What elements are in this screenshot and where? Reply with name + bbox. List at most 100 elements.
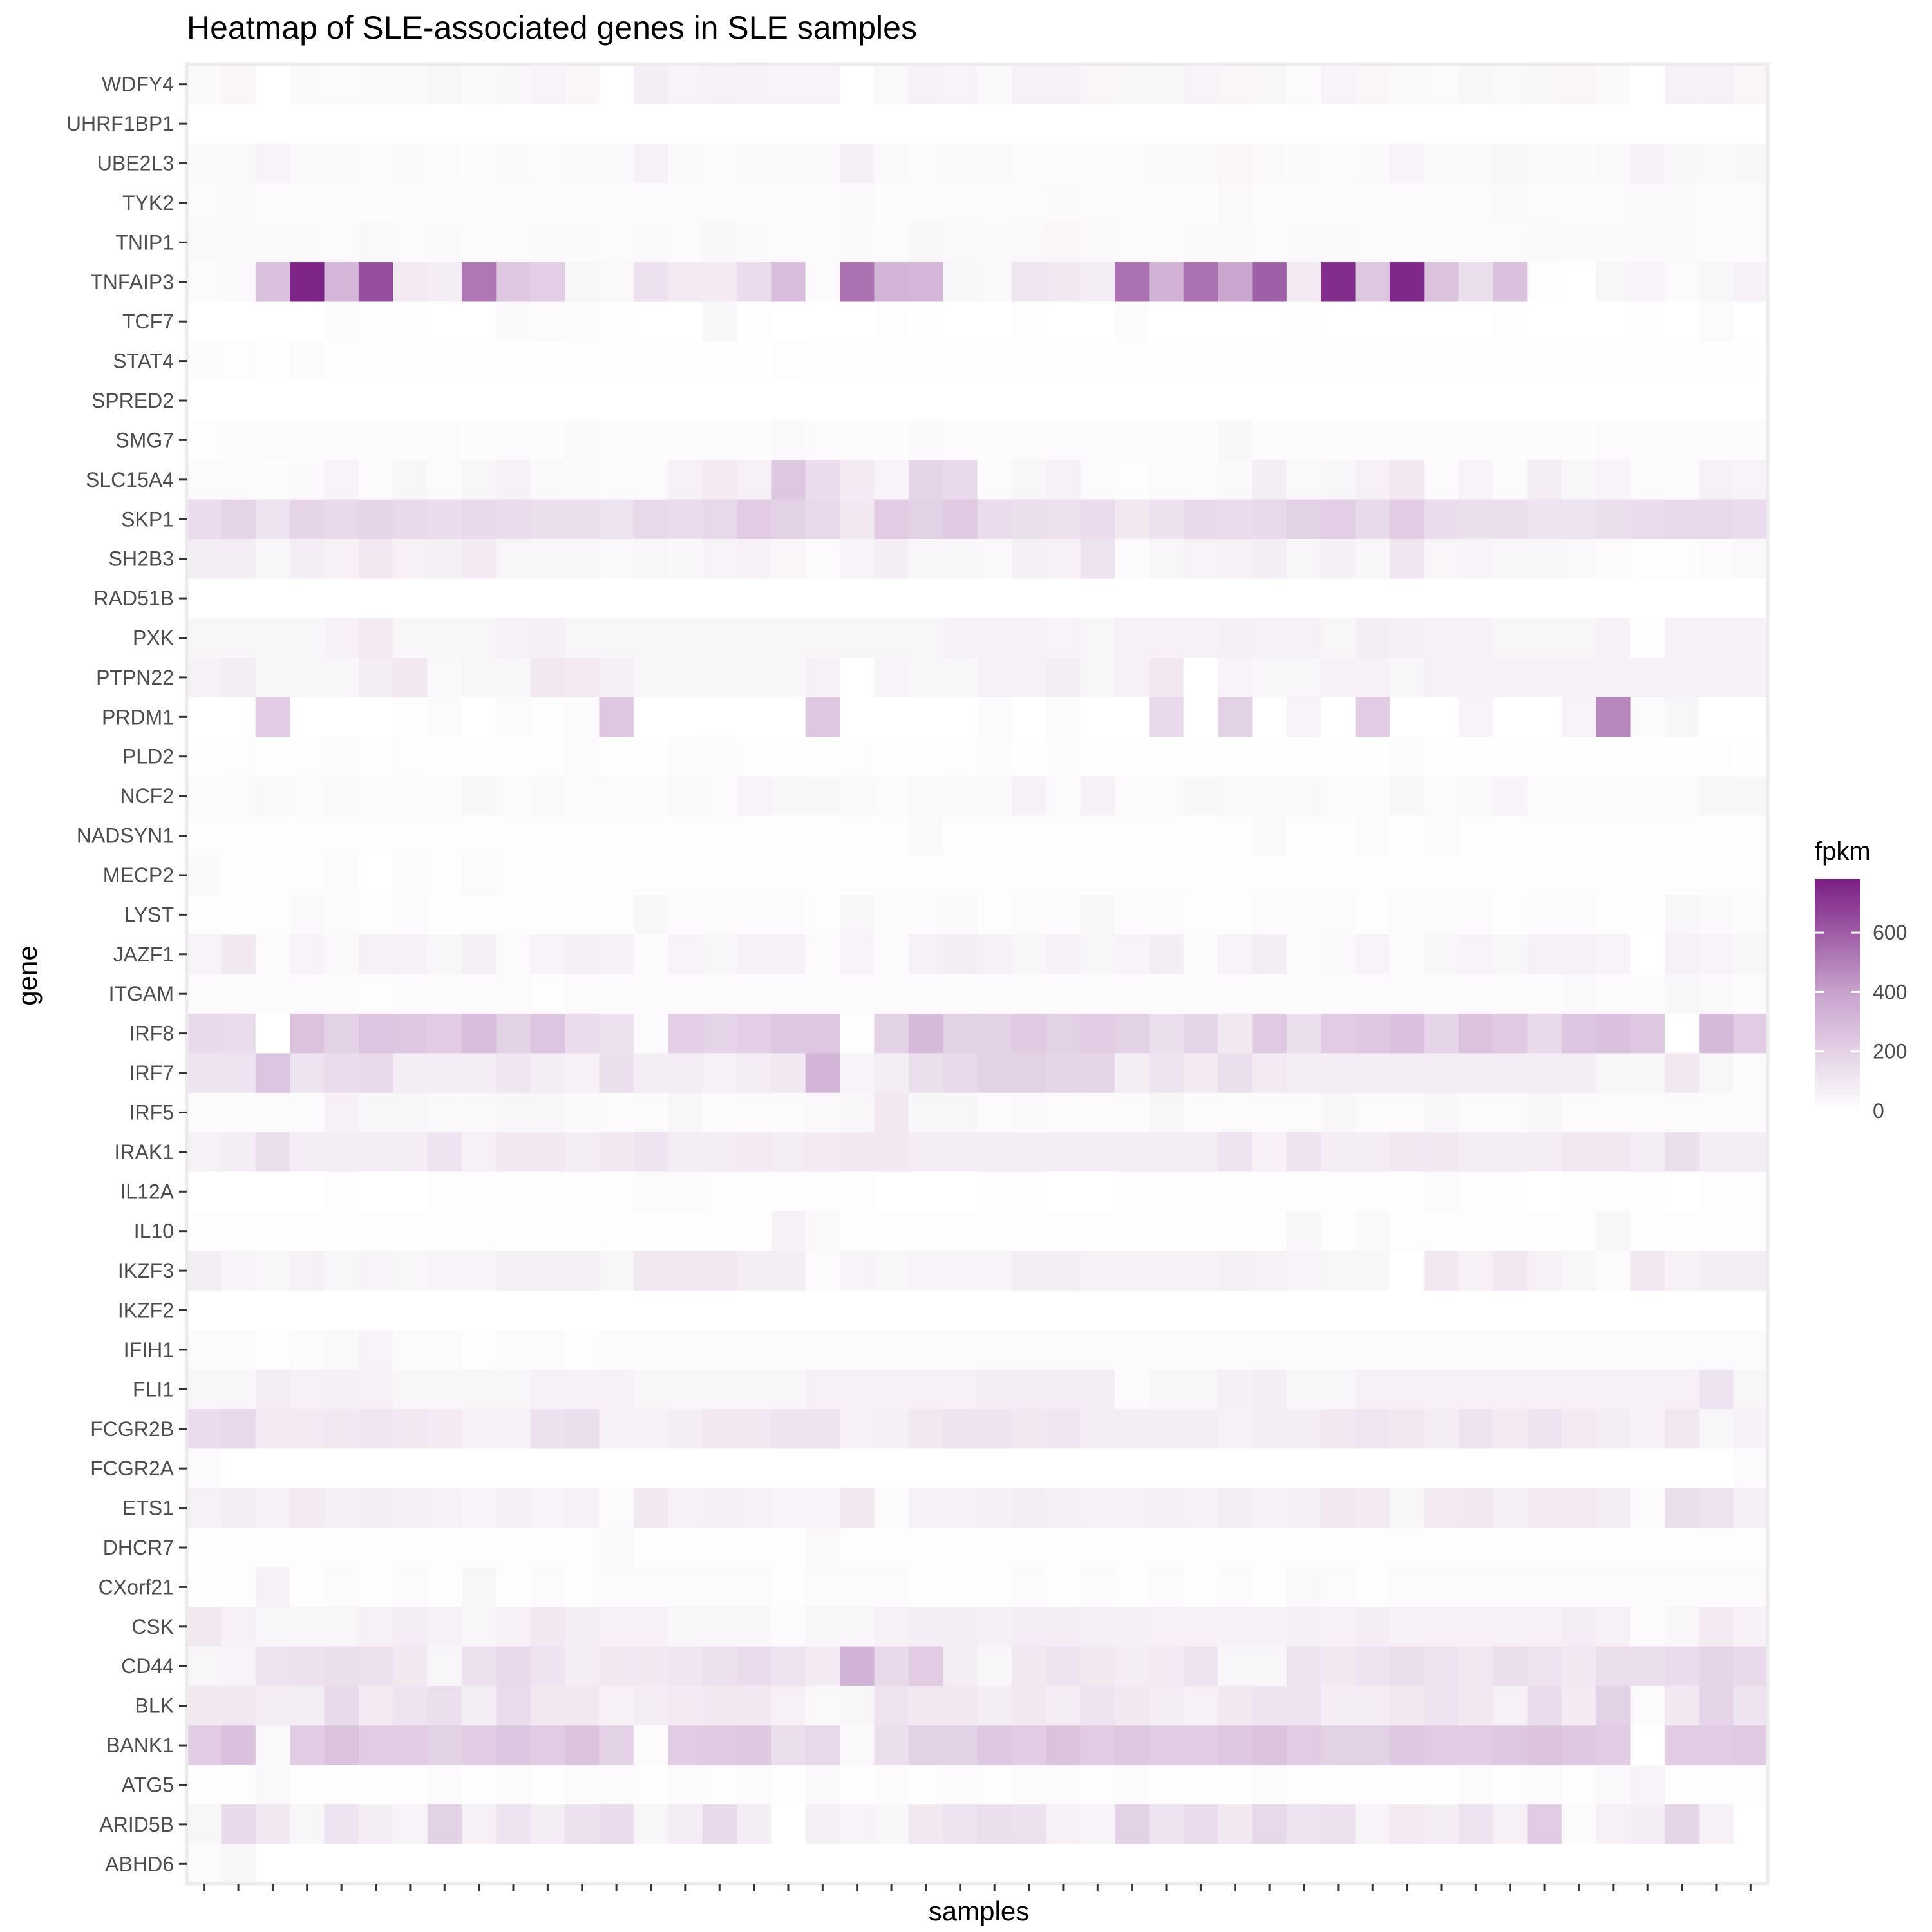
heatmap-cell xyxy=(187,222,222,263)
heatmap-cell xyxy=(874,697,909,737)
heatmap-cell xyxy=(290,1528,325,1568)
heatmap-cell xyxy=(1733,658,1768,698)
heatmap-cell xyxy=(1561,578,1596,619)
heatmap-cell xyxy=(668,1132,703,1173)
heatmap-cell xyxy=(530,1725,565,1766)
heatmap-cell xyxy=(943,1369,978,1410)
heatmap-cell xyxy=(255,1171,290,1212)
heatmap-cell xyxy=(1046,341,1081,381)
heatmap-cell xyxy=(1630,697,1665,737)
heatmap-cell xyxy=(1218,1251,1253,1291)
heatmap-cell xyxy=(599,420,634,460)
gene-label: BANK1 xyxy=(106,1734,174,1757)
heatmap-cell xyxy=(1458,1528,1493,1568)
heatmap-cell xyxy=(771,697,806,737)
heatmap-cell xyxy=(1493,1132,1528,1173)
heatmap-cell xyxy=(977,104,1012,144)
heatmap-cell xyxy=(393,499,428,540)
heatmap-cell xyxy=(702,934,737,975)
heatmap-cell xyxy=(736,381,772,421)
heatmap-cell xyxy=(702,1607,737,1647)
heatmap-cell xyxy=(1733,1211,1768,1251)
heatmap-cell xyxy=(1630,1646,1665,1687)
heatmap-cell xyxy=(1011,1211,1046,1251)
heatmap-cell xyxy=(255,1251,290,1291)
heatmap-cell xyxy=(908,143,943,184)
heatmap-cell xyxy=(633,1132,668,1173)
heatmap-cell xyxy=(1252,1369,1287,1410)
heatmap-cell xyxy=(1664,381,1700,421)
heatmap-cell xyxy=(1699,1567,1734,1607)
heatmap-cell xyxy=(874,1607,909,1647)
heatmap-cell xyxy=(771,1211,806,1251)
heatmap-cell xyxy=(908,1171,943,1212)
heatmap-cell xyxy=(599,183,634,223)
heatmap-cell xyxy=(427,1171,462,1212)
heatmap-cell xyxy=(771,895,806,935)
heatmap-cell xyxy=(1080,1765,1115,1805)
heatmap-cell xyxy=(1149,578,1184,619)
heatmap-cell xyxy=(393,1448,428,1489)
heatmap-cell xyxy=(358,1013,393,1054)
heatmap-cell xyxy=(1389,658,1425,698)
heatmap-cell xyxy=(1286,1013,1321,1054)
heatmap-cell xyxy=(1733,1804,1768,1845)
heatmap-cell xyxy=(255,301,290,342)
heatmap-cell xyxy=(805,815,840,856)
heatmap-cell xyxy=(1080,104,1115,144)
heatmap-cell xyxy=(668,1528,703,1568)
heatmap-cell xyxy=(358,1528,393,1568)
heatmap-cell xyxy=(633,420,668,460)
heatmap-cell xyxy=(1321,618,1356,658)
heatmap-cell xyxy=(1389,974,1425,1014)
heatmap-cell xyxy=(1389,855,1425,896)
heatmap-cell xyxy=(530,737,565,777)
heatmap-cell xyxy=(1321,1290,1356,1331)
heatmap-cell xyxy=(771,776,806,817)
heatmap-cell xyxy=(1527,420,1562,460)
heatmap-cell xyxy=(1183,262,1218,303)
heatmap-cell xyxy=(393,1765,428,1805)
heatmap-cell xyxy=(1355,460,1390,500)
heatmap-cell xyxy=(771,1488,806,1528)
heatmap-cell xyxy=(668,1369,703,1410)
heatmap-cell xyxy=(427,499,462,540)
heatmap-cell xyxy=(1252,1528,1287,1568)
heatmap-cell xyxy=(1183,1607,1218,1647)
heatmap-cell xyxy=(874,1092,909,1133)
heatmap-cell xyxy=(461,1132,497,1173)
heatmap-cell xyxy=(565,499,600,540)
heatmap-cell xyxy=(1321,1685,1356,1726)
heatmap-cell xyxy=(358,934,393,975)
heatmap-cell xyxy=(358,815,393,856)
heatmap-cell xyxy=(530,1369,565,1410)
heatmap-cell xyxy=(908,104,943,144)
heatmap-cell xyxy=(1355,1132,1390,1173)
heatmap-cell xyxy=(496,1290,531,1331)
heatmap-cell xyxy=(1733,341,1768,381)
heatmap-cell xyxy=(1011,460,1046,500)
heatmap-cell xyxy=(1183,64,1218,105)
heatmap-cell xyxy=(633,1567,668,1607)
heatmap-cell xyxy=(1183,499,1218,540)
heatmap-cell xyxy=(324,578,359,619)
heatmap-cell xyxy=(1527,815,1562,856)
heatmap-cell xyxy=(874,1567,909,1607)
heatmap-cell xyxy=(1699,143,1734,184)
heatmap-cell xyxy=(943,1409,978,1450)
heatmap-cell xyxy=(1664,578,1700,619)
heatmap-cell xyxy=(187,1330,222,1370)
heatmap-cell xyxy=(599,1409,634,1450)
heatmap-cell xyxy=(1424,262,1459,303)
heatmap-cell xyxy=(1664,1013,1700,1054)
heatmap-cell xyxy=(1493,1765,1528,1805)
heatmap-cell xyxy=(736,1804,772,1845)
heatmap-cell xyxy=(1733,222,1768,263)
heatmap-cell xyxy=(221,618,256,658)
heatmap-cell xyxy=(1527,658,1562,698)
heatmap-cell xyxy=(977,1528,1012,1568)
heatmap-cell xyxy=(1286,381,1321,421)
gene-label: MECP2 xyxy=(103,864,174,887)
heatmap-cell xyxy=(1183,934,1218,975)
heatmap-cell xyxy=(1252,222,1287,263)
